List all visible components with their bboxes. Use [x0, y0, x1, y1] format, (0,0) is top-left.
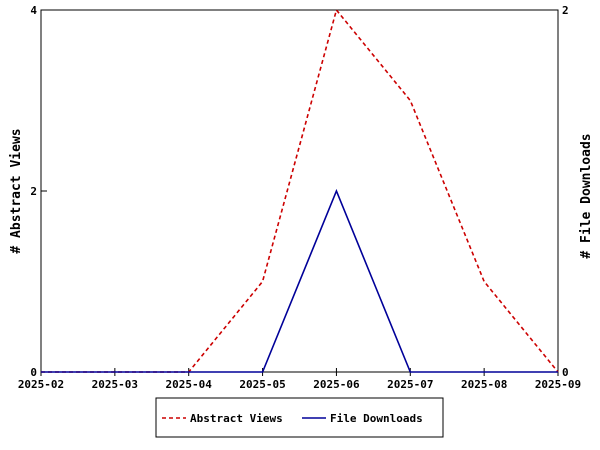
right-y-tick-label: 2 [562, 4, 569, 17]
legend-box [155, 397, 444, 438]
left-axis-title: # Abstract Views [9, 128, 24, 253]
x-tick-label: 2025-04 [166, 378, 213, 391]
x-tick-label: 2025-08 [461, 378, 507, 391]
left-y-tick-label: 2 [30, 185, 37, 198]
x-tick-label: 2025-02 [18, 378, 64, 391]
x-tick-label: 2025-03 [92, 378, 138, 391]
x-axis: 2025-02 2025-03 2025-04 2025-05 2025-06 2025-… [18, 368, 581, 391]
series-line-abstract-views [41, 8, 559, 373]
legend: Abstract Views File Downloads [155, 397, 444, 438]
x-tick-label: 2025-06 [313, 378, 360, 391]
left-y-tick-label: 4 [30, 4, 37, 17]
legend-label-abstract-views: Abstract Views [190, 412, 283, 425]
left-y-axis: 0 2 4 [30, 4, 47, 379]
series-line-file-downloads [41, 188, 558, 373]
left-y-tick-label: 0 [30, 366, 37, 379]
right-y-axis: 02 [552, 4, 569, 379]
right-y-tick-label: 0 [562, 366, 569, 379]
x-tick-label: 2025-09 [535, 378, 581, 391]
plot-frame [40, 9, 559, 373]
x-tick-label: 2025-05 [239, 378, 285, 391]
series-layer [41, 8, 559, 373]
legend-label-file-downloads: File Downloads [330, 412, 423, 425]
x-tick-label: 2025-07 [387, 378, 433, 391]
right-axis-title: # File Downloads [579, 133, 594, 258]
